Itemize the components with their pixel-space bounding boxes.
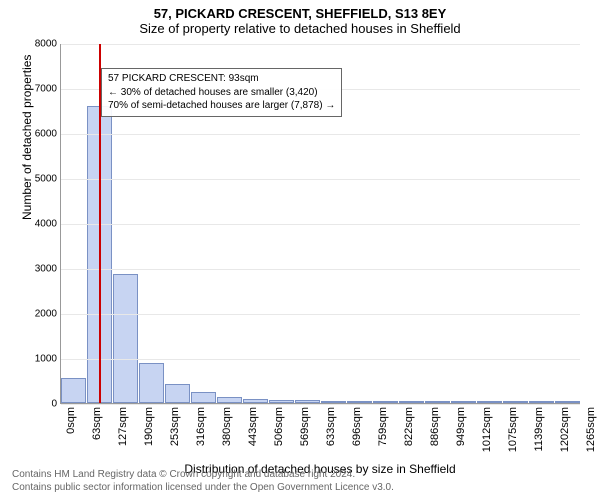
- chart-area: 010002000300040005000600070008000 57 PIC…: [60, 44, 580, 404]
- annotation-line1: 57 PICKARD CRESCENT: 93sqm: [108, 72, 335, 86]
- x-tick-label: 822sqm: [403, 407, 415, 446]
- x-tick-label: 506sqm: [273, 407, 285, 446]
- gridline: [61, 44, 580, 45]
- histogram-bar: [373, 401, 398, 403]
- x-tick-label: 949sqm: [455, 407, 467, 446]
- histogram-bar: [113, 274, 138, 403]
- annotation-line2: ← 30% of detached houses are smaller (3,…: [108, 86, 335, 100]
- y-tick-label: 0: [51, 399, 57, 410]
- x-tick-label: 1265sqm: [585, 407, 597, 452]
- x-tick-label: 633sqm: [325, 407, 337, 446]
- annotation-box: 57 PICKARD CRESCENT: 93sqm ← 30% of deta…: [101, 68, 342, 117]
- footer-attribution: Contains HM Land Registry data © Crown c…: [12, 468, 394, 494]
- x-tick-label: 380sqm: [221, 407, 233, 446]
- gridline: [61, 404, 580, 405]
- histogram-bar: [295, 400, 320, 403]
- y-tick-label: 4000: [35, 219, 57, 230]
- x-tick-label: 316sqm: [195, 407, 207, 446]
- histogram-bar: [217, 397, 242, 403]
- footer-line2: Contains public sector information licen…: [12, 481, 394, 494]
- footer-line1: Contains HM Land Registry data © Crown c…: [12, 468, 394, 481]
- y-tick-label: 6000: [35, 129, 57, 140]
- histogram-bar: [477, 401, 502, 403]
- x-tick-label: 127sqm: [117, 407, 129, 446]
- x-tick-label: 190sqm: [143, 407, 155, 446]
- histogram-bar: [451, 401, 476, 403]
- y-tick-label: 5000: [35, 174, 57, 185]
- gridline: [61, 359, 580, 360]
- x-tick-label: 1202sqm: [559, 407, 571, 452]
- x-tick-label: 0sqm: [65, 407, 77, 434]
- y-axis-title: Number of detached properties: [20, 55, 34, 220]
- histogram-bar: [191, 392, 216, 403]
- histogram-bar: [347, 401, 372, 403]
- x-tick-label: 696sqm: [351, 407, 363, 446]
- histogram-bar: [425, 401, 450, 403]
- annotation-line3: 70% of semi-detached houses are larger (…: [108, 99, 335, 113]
- x-tick-label: 569sqm: [299, 407, 311, 446]
- y-tick-label: 7000: [35, 84, 57, 95]
- gridline: [61, 179, 580, 180]
- gridline: [61, 224, 580, 225]
- chart-title-line2: Size of property relative to detached ho…: [0, 21, 600, 40]
- x-tick-label: 759sqm: [377, 407, 389, 446]
- histogram-bar: [399, 401, 424, 403]
- histogram-bar: [269, 400, 294, 403]
- gridline: [61, 134, 580, 135]
- plot-area: 010002000300040005000600070008000 57 PIC…: [60, 44, 580, 404]
- x-tick-label: 443sqm: [247, 407, 259, 446]
- x-tick-label: 1139sqm: [533, 407, 545, 451]
- y-tick-label: 1000: [35, 354, 57, 365]
- histogram-bar: [61, 378, 86, 403]
- histogram-bar: [503, 401, 528, 403]
- x-tick-label: 63sqm: [91, 407, 103, 440]
- y-tick-label: 2000: [35, 309, 57, 320]
- x-tick-label: 253sqm: [169, 407, 181, 446]
- histogram-bar: [165, 384, 190, 403]
- chart-title-line1: 57, PICKARD CRESCENT, SHEFFIELD, S13 8EY: [0, 0, 600, 21]
- histogram-bar: [529, 401, 554, 403]
- x-tick-label: 1012sqm: [481, 407, 493, 452]
- histogram-bar: [555, 401, 580, 403]
- y-tick-label: 3000: [35, 264, 57, 275]
- histogram-bar: [243, 399, 268, 404]
- x-tick-label: 886sqm: [429, 407, 441, 446]
- gridline: [61, 314, 580, 315]
- y-tick-label: 8000: [35, 39, 57, 50]
- x-tick-label: 1075sqm: [507, 407, 519, 452]
- histogram-bar: [321, 401, 346, 403]
- histogram-bar: [139, 363, 164, 404]
- gridline: [61, 269, 580, 270]
